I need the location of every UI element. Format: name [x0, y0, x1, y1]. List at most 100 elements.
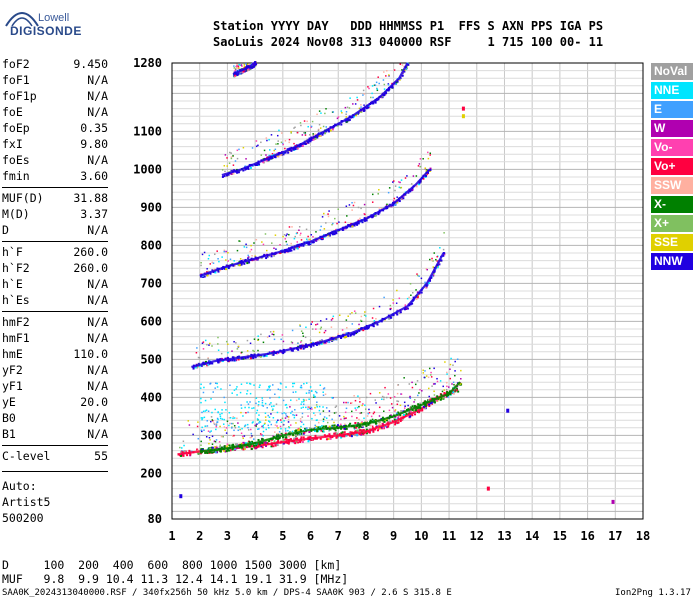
echo-point [260, 434, 263, 436]
echo-point [378, 305, 381, 308]
echo-point [388, 409, 391, 412]
echo-point [305, 345, 308, 348]
echo-point [363, 203, 366, 206]
echo-point [282, 340, 285, 343]
diffuse-echo-point [252, 407, 255, 409]
echo-point [262, 161, 265, 164]
echo-point [239, 72, 242, 75]
echo-point [387, 83, 390, 86]
echo-point [238, 63, 240, 66]
echo-point [394, 189, 396, 192]
echo-point [307, 415, 309, 417]
echo-point [268, 138, 270, 141]
echo-point [345, 401, 347, 404]
echo-point [356, 434, 359, 437]
echo-point [298, 145, 301, 148]
echo-point [305, 427, 308, 430]
echo-point [325, 417, 328, 419]
echo-point [363, 93, 366, 95]
y-tick-label: 700 [140, 276, 162, 290]
echo-point [362, 433, 365, 436]
echo-point [431, 259, 433, 262]
echo-point [454, 360, 456, 363]
echo-point [243, 262, 246, 265]
echo-point [242, 437, 244, 440]
echo-point [388, 420, 391, 423]
echo-point [352, 333, 355, 336]
echo-point [197, 356, 200, 359]
echo-point [251, 147, 254, 149]
echo-point [257, 144, 259, 147]
echo-point [316, 430, 319, 433]
echo-point [243, 65, 246, 68]
echo-point [281, 351, 284, 354]
echo-point [335, 432, 338, 435]
echo-point [443, 396, 446, 399]
diffuse-echo-point [277, 388, 280, 391]
echo-point [394, 185, 397, 187]
echo-point [325, 222, 327, 224]
echo-point [372, 307, 375, 310]
echo-point [392, 314, 395, 317]
echo-point [299, 122, 302, 124]
echo-point [232, 172, 235, 175]
echo-point [389, 316, 392, 319]
echo-point [412, 409, 415, 412]
echo-point [414, 407, 417, 410]
diffuse-echo-point [270, 402, 272, 404]
echo-point [362, 403, 364, 405]
echo-point [341, 111, 343, 114]
diffuse-echo-point [244, 406, 246, 409]
echo-point [433, 394, 436, 396]
param-foes: foEs N/A [2, 153, 108, 169]
echo-point [436, 395, 439, 398]
echo-point [360, 425, 363, 428]
echo-point [332, 222, 334, 225]
echo-point [257, 335, 259, 337]
echo-point [390, 307, 392, 310]
echo-point [323, 212, 325, 215]
echo-point [300, 436, 303, 439]
echo-point [201, 430, 203, 433]
echo-point [242, 448, 245, 451]
echo-point [222, 449, 225, 452]
echo-point [397, 411, 400, 414]
echo-point [411, 414, 414, 417]
echo-point [265, 419, 267, 421]
echo-point [417, 165, 420, 167]
echo-point [260, 257, 263, 260]
echo-point [225, 450, 228, 453]
echo-point [220, 352, 223, 355]
echo-point [321, 237, 324, 240]
echo-point [265, 257, 268, 260]
echo-point [405, 412, 408, 415]
echo-point [452, 391, 455, 394]
echo-point [224, 450, 227, 453]
echo-point [213, 422, 215, 424]
echo-point [294, 442, 297, 445]
echo-point [196, 448, 199, 451]
echo-point [240, 411, 242, 414]
echo-point [416, 273, 418, 275]
diffuse-echo-point [280, 383, 282, 385]
x-tick-label: 7 [335, 529, 342, 543]
echo-point [251, 66, 254, 69]
echo-point [378, 424, 381, 427]
echo-point [279, 419, 282, 421]
echo-point [361, 221, 364, 224]
diffuse-echo-point [274, 393, 276, 396]
echo-point [226, 157, 228, 159]
echo-point [297, 441, 300, 444]
diffuse-echo-point [284, 430, 287, 432]
echo-point [391, 86, 394, 89]
echo-point [443, 253, 446, 256]
diffuse-echo-point [205, 409, 208, 411]
diffuse-echo-point [239, 391, 242, 394]
echo-point [277, 433, 280, 436]
echo-point [257, 438, 260, 441]
echo-point [327, 213, 329, 215]
echo-point [270, 445, 273, 448]
echo-point [221, 175, 224, 178]
echo-point [293, 142, 295, 145]
echo-point [409, 303, 412, 306]
